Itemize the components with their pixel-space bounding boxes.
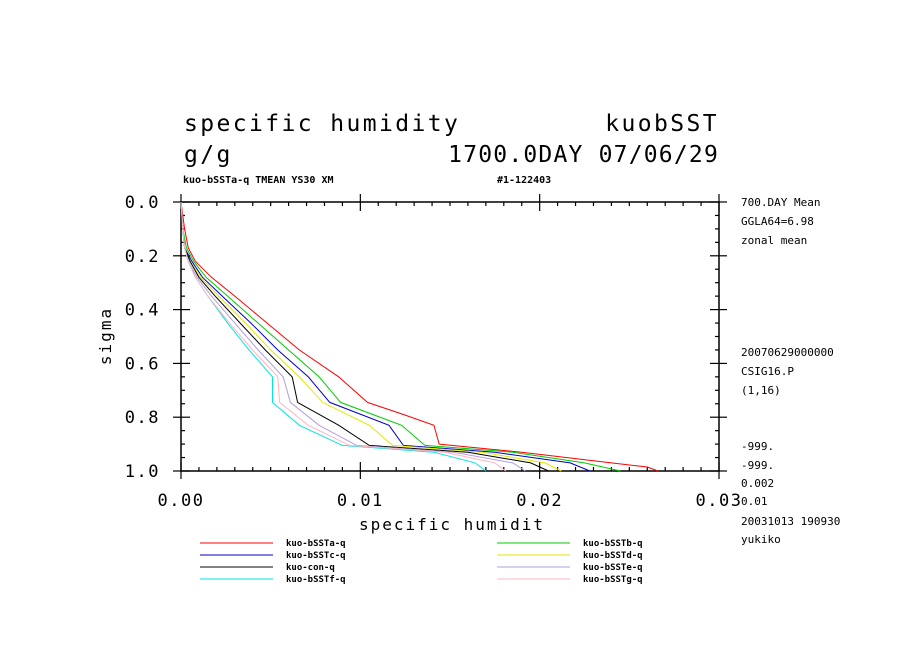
side-info-user: yukiko <box>741 533 781 546</box>
y-tick-label: 0.0 <box>125 193 160 213</box>
x-tick-label: 0.00 <box>158 491 205 511</box>
chart-title-right: kuobSST <box>605 111 719 137</box>
side-info-mean: 700.DAY Mean <box>741 196 820 209</box>
legend: kuo-bSSTa-q kuo-bSSTc-q kuo-con-q kuo-bSSTf… <box>200 539 643 585</box>
plot-axes: 0.00 0.01 0.02 0.03 0.0 0.2 0.4 0.6 0.8 1.0 <box>125 193 743 511</box>
legend-label: kuo-con-q <box>286 563 335 573</box>
side-info-file: CSIG16.P <box>741 365 794 378</box>
plot-frame <box>181 202 719 471</box>
legend-label: kuo-bSSTf-q <box>286 575 346 585</box>
series-line-kuo-bSSTe-q <box>181 202 525 471</box>
series-line-kuo-bSSTc-q <box>181 202 590 471</box>
side-info-missing-2: -999. <box>741 459 774 472</box>
series-line-kuo-bSSTf-q <box>181 202 486 471</box>
side-info-timestamp: 20031013 190930 <box>741 515 840 528</box>
series-line-kuo-bSSTg-q <box>181 202 506 471</box>
y-tick-label: 0.4 <box>125 301 160 321</box>
x-tick-label: 0.01 <box>337 491 384 511</box>
side-info-ggla: GGLA64=6.98 <box>741 215 814 228</box>
time-label: 1700.0DAY 07/06/29 <box>448 142 719 168</box>
x-tick-label: 0.03 <box>696 491 743 511</box>
x-axis-label: specific humidit <box>359 515 545 534</box>
subtitle-right: #1-122403 <box>497 175 551 186</box>
legend-label: kuo-bSSTa-q <box>286 539 346 549</box>
legend-label: kuo-bSSTb-q <box>583 539 643 549</box>
units-label: g/g <box>184 142 233 168</box>
side-info-zonal: zonal mean <box>741 234 807 247</box>
side-info-date: 20070629000000 <box>741 346 834 359</box>
side-info-range: (1,16) <box>741 384 781 397</box>
legend-label: kuo-bSSTd-q <box>583 551 643 561</box>
y-axis-label: sigma <box>96 307 115 365</box>
side-info-interval: 0.002 <box>741 477 774 490</box>
chart-figure: specific humidity kuobSST g/g 1700.0DAY … <box>0 0 904 654</box>
legend-label: kuo-bSSTc-q <box>286 551 346 561</box>
y-tick-label: 1.0 <box>125 462 160 482</box>
series-line-kuo-con-q <box>181 202 549 471</box>
legend-label: kuo-bSSTg-q <box>583 575 643 585</box>
series-lines <box>181 202 658 471</box>
subtitle-left: kuo-bSSTa-q TMEAN YS30 XM <box>183 175 334 186</box>
side-info-missing-1: -999. <box>741 440 774 453</box>
x-tick-label: 0.02 <box>516 491 563 511</box>
chart-title-left: specific humidity <box>184 111 460 137</box>
y-tick-label: 0.2 <box>125 247 160 267</box>
legend-label: kuo-bSSTe-q <box>583 563 643 573</box>
side-info-scale: 0.01 <box>741 495 768 508</box>
y-tick-label: 0.8 <box>125 408 160 428</box>
y-tick-label: 0.6 <box>125 354 160 374</box>
